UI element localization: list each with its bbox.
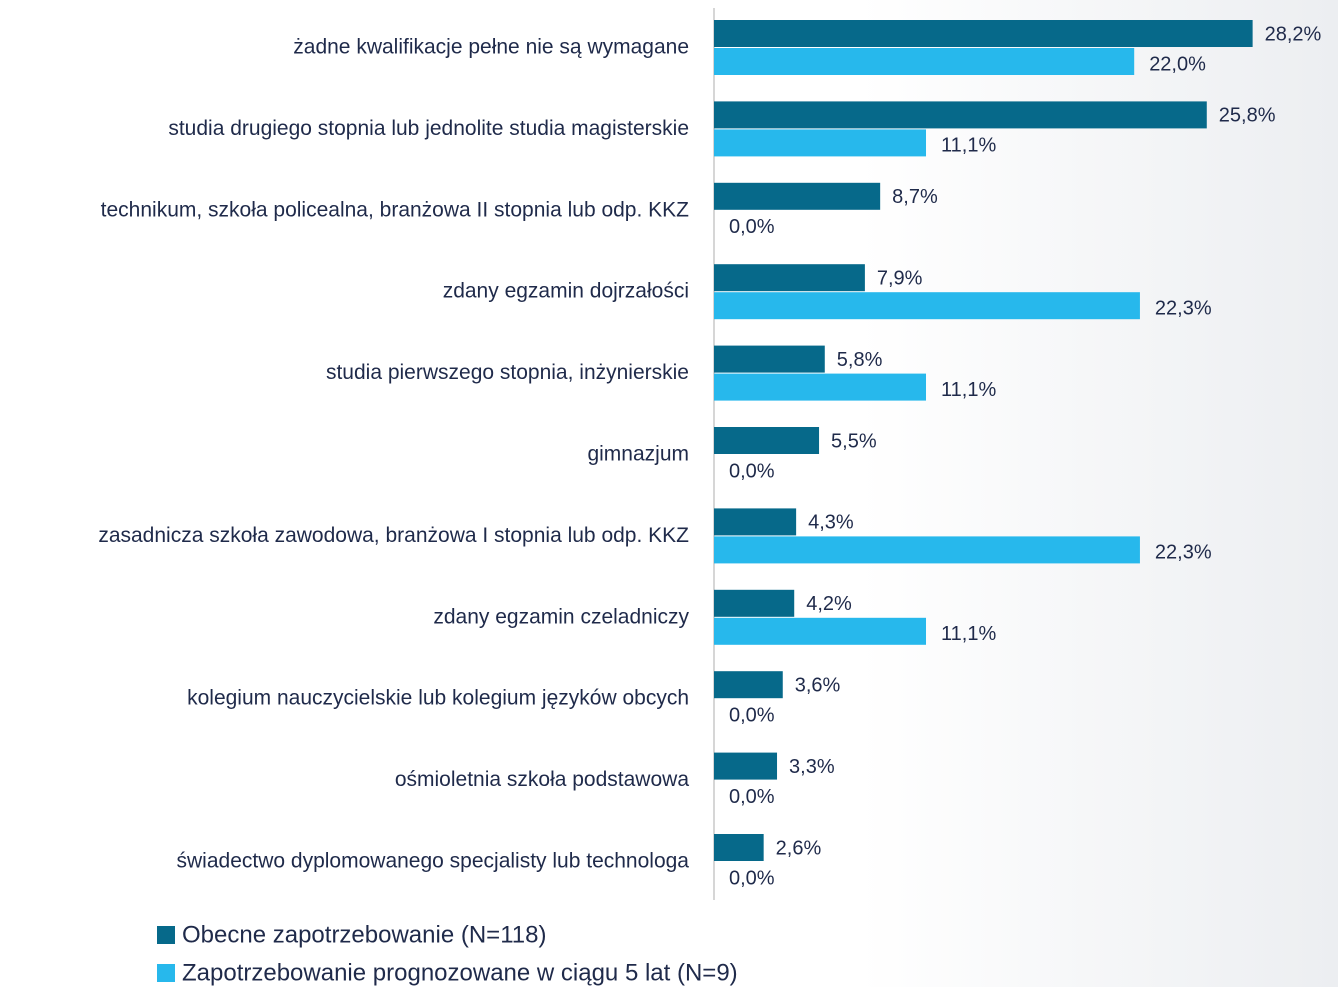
value-label: 25,8% [1219, 105, 1276, 127]
value-label: 3,3% [789, 756, 835, 778]
value-label: 4,3% [808, 512, 854, 534]
value-label: 0,0% [729, 704, 775, 726]
category-label: studia pierwszego stopnia, inżynierskie [326, 361, 689, 384]
bar [714, 345, 825, 373]
category-label: gimnazjum [587, 443, 689, 466]
value-label: 0,0% [729, 216, 775, 238]
bar [714, 834, 764, 861]
bar [714, 20, 1253, 47]
bar [714, 182, 881, 210]
legend-label: Zapotrzebowanie prognozowane w ciągu 5 l… [182, 959, 738, 986]
bar [714, 129, 927, 157]
value-label: 2,6% [776, 837, 822, 859]
value-label: 11,1% [941, 379, 996, 401]
bar [714, 427, 820, 454]
value-label: 0,0% [729, 867, 775, 889]
legend-swatch [157, 926, 175, 944]
category-label: studia drugiego stopnia lub jednolite st… [168, 117, 689, 140]
value-label: 11,1% [941, 135, 996, 157]
value-label: 5,8% [837, 349, 883, 371]
bar [714, 671, 783, 699]
bar [714, 508, 797, 536]
value-label: 22,0% [1149, 53, 1206, 75]
category-label: świadectwo dyplomowanego specjalisty lub… [177, 850, 690, 873]
category-label: ośmioletnia szkoła podstawowa [395, 768, 689, 791]
value-label: 28,2% [1265, 23, 1322, 45]
value-label: 7,9% [877, 267, 923, 289]
value-label: 5,5% [831, 430, 877, 452]
value-label: 22,3% [1155, 297, 1212, 319]
category-label: zdany egzamin czeladniczy [433, 605, 689, 628]
value-label: 0,0% [729, 460, 775, 482]
value-label: 3,6% [795, 674, 841, 696]
category-label: technikum, szkoła policealna, branżowa I… [101, 198, 690, 221]
bar [714, 536, 1140, 564]
category-label: kolegium nauczycielskie lub kolegium jęz… [187, 687, 689, 710]
value-label: 4,2% [806, 593, 852, 615]
background [860, 0, 1338, 987]
bar [714, 48, 1135, 75]
bar [714, 264, 865, 292]
value-label: 11,1% [941, 623, 996, 645]
category-label: zdany egzamin dojrzałości [443, 280, 689, 303]
value-label: 8,7% [892, 186, 938, 208]
legend-swatch [157, 964, 175, 982]
bar [714, 101, 1207, 129]
legend-label: Obecne zapotrzebowanie (N=118) [182, 921, 546, 948]
category-label: zasadnicza szkoła zawodowa, branżowa I s… [98, 524, 689, 547]
category-label: żadne kwalifikacje pełne nie są wymagane [293, 36, 689, 59]
bar [714, 373, 927, 401]
bar [714, 752, 778, 780]
bar [714, 589, 795, 617]
value-label: 22,3% [1155, 542, 1212, 564]
bar [714, 617, 927, 645]
bar [714, 292, 1140, 320]
value-label: 0,0% [729, 786, 775, 808]
